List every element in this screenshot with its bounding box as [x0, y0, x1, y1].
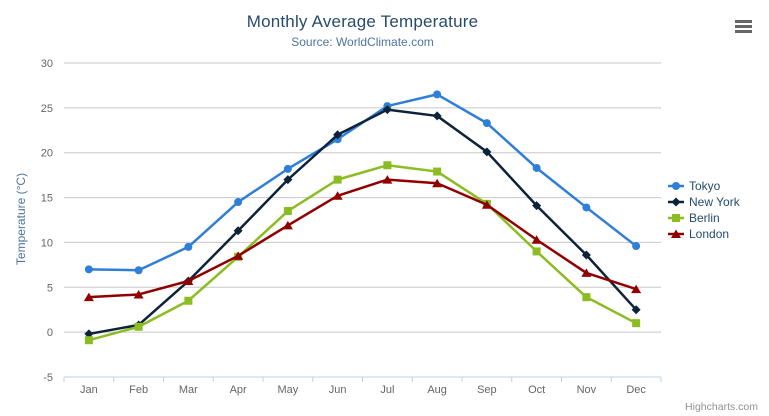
data-point-new-york[interactable]	[233, 226, 243, 236]
x-axis-label: Mar	[179, 384, 198, 396]
series-line-london[interactable]	[87, 178, 638, 299]
x-axis-label: Sep	[477, 384, 497, 396]
data-point-berlin[interactable]	[184, 296, 193, 305]
data-point-tokyo[interactable]	[632, 242, 641, 251]
data-point-berlin[interactable]	[383, 161, 392, 170]
y-axis-label: 10	[41, 237, 53, 249]
data-point-berlin[interactable]	[333, 175, 342, 184]
data-point-tokyo[interactable]	[482, 119, 491, 128]
data-point-new-york[interactable]	[382, 105, 392, 115]
y-axis-label: 25	[41, 103, 53, 115]
data-point-new-york[interactable]	[532, 201, 542, 211]
legend: Tokyo New York Berlin London	[668, 178, 740, 242]
x-axis-label: Feb	[129, 384, 148, 396]
x-axis-label: Nov	[577, 384, 597, 396]
legend-marker-triangle-icon	[668, 229, 684, 238]
legend-label: London	[689, 227, 730, 241]
data-point-new-york[interactable]	[581, 250, 591, 260]
data-point-tokyo[interactable]	[582, 203, 591, 212]
x-axis-label: Jun	[329, 384, 347, 396]
legend-item-new-york[interactable]: New York	[668, 194, 740, 210]
series-line-new-york[interactable]	[87, 108, 638, 336]
y-axis-label: 0	[47, 327, 53, 339]
x-axis-label: Oct	[528, 384, 545, 396]
data-point-london[interactable]	[183, 276, 194, 286]
x-axis-label: May	[277, 384, 298, 396]
data-point-tokyo[interactable]	[184, 242, 193, 251]
data-point-london[interactable]	[332, 191, 343, 200]
x-axis-label: Jul	[380, 384, 394, 396]
data-point-tokyo[interactable]	[283, 164, 292, 173]
legend-marker-circle-icon	[668, 182, 684, 190]
y-axis-label: -5	[43, 372, 53, 384]
data-point-london[interactable]	[481, 200, 492, 209]
data-point-berlin[interactable]	[532, 247, 541, 256]
data-point-new-york[interactable]	[333, 130, 343, 140]
x-axis-label: Apr	[230, 384, 247, 396]
legend-label: Berlin	[689, 211, 720, 225]
data-point-new-york[interactable]	[84, 329, 94, 339]
data-point-tokyo[interactable]	[134, 266, 143, 275]
data-point-london[interactable]	[531, 235, 542, 244]
data-point-london[interactable]	[432, 178, 443, 188]
chart-subtitle: Source: WorldClimate.com	[291, 35, 434, 49]
data-point-new-york[interactable]	[432, 111, 442, 121]
legend-item-berlin[interactable]: Berlin	[668, 210, 740, 226]
hamburger-menu-icon	[735, 25, 752, 28]
data-point-berlin[interactable]	[134, 322, 143, 331]
chart-title: Monthly Average Temperature	[246, 12, 479, 31]
hamburger-menu-icon	[735, 30, 752, 33]
legend-label: New York	[689, 195, 740, 209]
y-axis-label: 30	[41, 58, 53, 70]
y-axis-label: 20	[41, 148, 53, 160]
legend-marker-diamond-icon	[668, 197, 684, 207]
data-point-london[interactable]	[233, 251, 244, 260]
hamburger-menu-icon	[735, 20, 752, 23]
x-axis-label: Dec	[626, 384, 646, 396]
export-menu-button[interactable]	[735, 20, 752, 33]
data-point-new-york[interactable]	[283, 175, 293, 185]
y-axis-label: 15	[41, 193, 53, 205]
x-axis-label: Jan	[80, 384, 98, 396]
data-point-berlin[interactable]	[84, 336, 93, 345]
data-point-london[interactable]	[581, 268, 592, 277]
series-line-berlin[interactable]	[87, 164, 638, 342]
data-point-tokyo[interactable]	[433, 90, 442, 99]
data-point-new-york[interactable]	[482, 147, 492, 157]
data-point-berlin[interactable]	[433, 167, 442, 176]
data-point-berlin[interactable]	[582, 293, 591, 302]
x-axis-label: Aug	[427, 384, 447, 396]
data-point-new-york[interactable]	[631, 305, 641, 315]
data-point-berlin[interactable]	[632, 319, 641, 328]
data-point-london[interactable]	[631, 284, 642, 294]
data-point-london[interactable]	[382, 175, 393, 184]
data-point-tokyo[interactable]	[84, 265, 93, 274]
legend-label: Tokyo	[689, 179, 721, 193]
legend-marker-square-icon	[668, 214, 684, 222]
data-point-tokyo[interactable]	[532, 163, 541, 172]
data-point-london[interactable]	[282, 220, 293, 230]
data-point-tokyo[interactable]	[234, 198, 243, 207]
legend-item-tokyo[interactable]: Tokyo	[668, 178, 740, 194]
credits-link[interactable]: Highcharts.com	[685, 401, 758, 413]
data-point-london[interactable]	[83, 292, 94, 302]
legend-item-london[interactable]: London	[668, 226, 740, 242]
data-point-berlin[interactable]	[283, 207, 292, 216]
series-line-tokyo[interactable]	[87, 93, 638, 272]
y-axis-label: 5	[47, 282, 53, 294]
data-point-london[interactable]	[133, 289, 144, 299]
